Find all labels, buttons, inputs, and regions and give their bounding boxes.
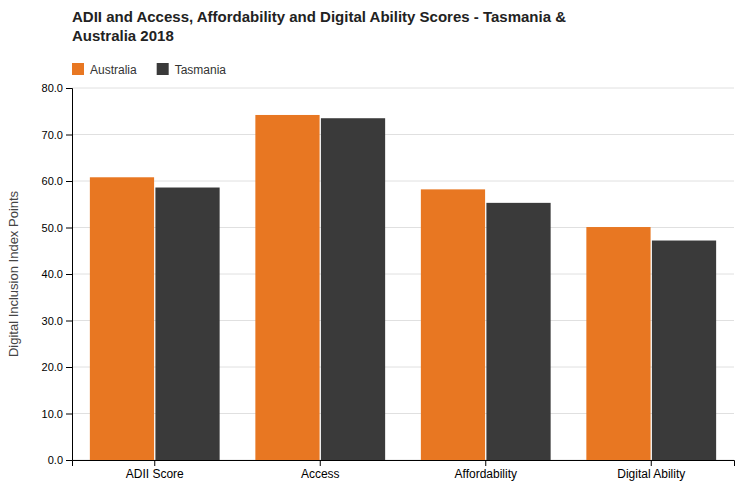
tick-mark xyxy=(66,414,72,415)
tick: 50.0 xyxy=(42,222,72,234)
bar xyxy=(486,203,550,460)
tick: 30.0 xyxy=(42,315,72,327)
bar xyxy=(155,188,219,460)
legend-swatch xyxy=(72,63,84,75)
tick: 40.0 xyxy=(42,268,72,280)
grid-line xyxy=(72,88,734,89)
tick-label: 60.0 xyxy=(42,175,63,187)
grid xyxy=(72,88,734,460)
axis-line xyxy=(66,89,73,461)
tick-label: Digital Ability xyxy=(617,467,685,481)
tick: 10.0 xyxy=(42,408,72,420)
tick-mark xyxy=(154,460,155,466)
tick: 60.0 xyxy=(42,175,72,187)
tick-mark xyxy=(320,460,321,466)
tick-mark xyxy=(66,135,72,136)
tick-label: 10.0 xyxy=(42,408,63,420)
tick-mark xyxy=(66,228,72,229)
tick-mark xyxy=(66,181,72,182)
tick-label: 80.0 xyxy=(42,82,63,94)
tick: Digital Ability xyxy=(617,460,685,481)
axis-line xyxy=(73,461,735,467)
y-axis-title: Digital Inclusion Index Points xyxy=(6,190,21,357)
tick: 80.0 xyxy=(42,82,72,94)
tick: Affordability xyxy=(455,460,517,481)
grid-line xyxy=(72,134,734,135)
tick-mark xyxy=(66,274,72,275)
bar xyxy=(321,118,385,460)
tick-label: 50.0 xyxy=(42,222,63,234)
x-axis: ADII Score Access Affordability Digital Abi… xyxy=(73,460,735,481)
legend-label: Tasmania xyxy=(175,63,227,77)
tick-mark xyxy=(485,460,486,466)
tick-label: 0.0 xyxy=(48,454,63,466)
tick-label: 70.0 xyxy=(42,129,63,141)
bars xyxy=(90,115,716,460)
tick-mark xyxy=(66,460,72,461)
grid-line xyxy=(72,181,734,182)
bar xyxy=(652,241,716,460)
tick-mark xyxy=(66,367,72,368)
tick: 20.0 xyxy=(42,361,72,373)
tick-label: 40.0 xyxy=(42,268,63,280)
tick-mark xyxy=(651,460,652,466)
legend-item: Tasmania xyxy=(157,63,227,77)
tick-label: Access xyxy=(301,467,340,481)
bar xyxy=(421,189,485,460)
plot: 0.0 10.0 20.0 30.0 40.0 50.0 60.0 70.0 80.0 ADII … xyxy=(42,82,735,481)
series xyxy=(90,115,651,460)
y-axis: 0.0 10.0 20.0 30.0 40.0 50.0 60.0 70.0 80.0 xyxy=(42,82,73,466)
tick: 0.0 xyxy=(48,454,72,466)
bar xyxy=(90,177,154,460)
tick-label: 30.0 xyxy=(42,315,63,327)
legend-swatch xyxy=(157,63,169,75)
bar xyxy=(586,227,650,460)
series xyxy=(155,118,716,460)
tick-label: ADII Score xyxy=(126,467,184,481)
tick-mark xyxy=(66,88,72,89)
chart: ADII and Access, Affordability and Digit… xyxy=(0,0,754,500)
bar xyxy=(255,115,319,460)
title: ADII and Access, Affordability and Digit… xyxy=(72,8,566,44)
tick-label: 20.0 xyxy=(42,361,63,373)
tick-label: Affordability xyxy=(455,467,517,481)
tick: 70.0 xyxy=(42,129,72,141)
legend-label: Australia xyxy=(90,63,137,77)
tick-mark xyxy=(66,321,72,322)
tick: ADII Score xyxy=(126,460,184,481)
tick: Access xyxy=(301,460,340,481)
legend: Australia Tasmania xyxy=(72,63,226,77)
legend-item: Australia xyxy=(72,63,137,77)
